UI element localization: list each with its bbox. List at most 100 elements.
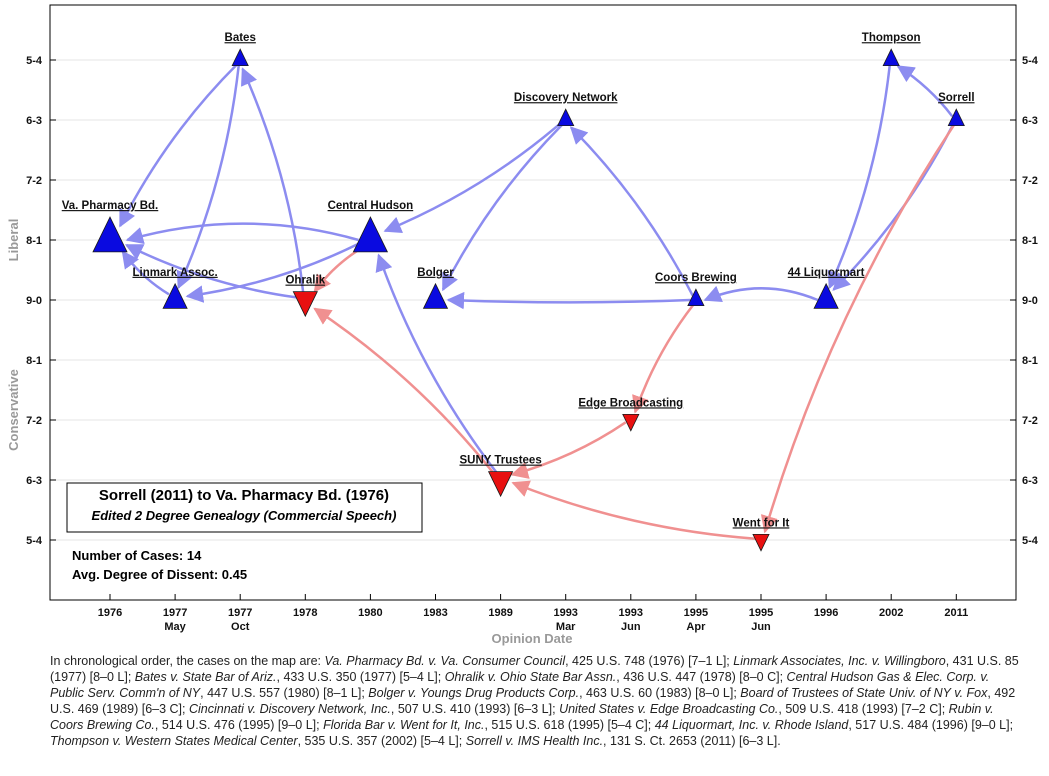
x-tick-label: 1995	[684, 607, 708, 619]
node-label-thompson: Thompson	[862, 32, 921, 44]
node-thompson[interactable]	[882, 48, 900, 66]
case-name: Linmark Associates, Inc. v. Willingboro	[733, 654, 946, 668]
caption-text: , 463 U.S. 60 (1983) [8–0 L];	[579, 686, 741, 700]
node-label-wentfor: Went for It	[733, 517, 790, 529]
case-name: United States v. Edge Broadcasting Co.	[559, 702, 779, 716]
node-label-sorrell: Sorrell	[938, 92, 974, 104]
case-name: Ohralik v. Ohio State Bar Assn.	[444, 670, 617, 684]
y-tick-label: 7-2	[1022, 175, 1038, 187]
y-tick-label: 7-2	[1022, 415, 1038, 427]
node-liquormart[interactable]	[813, 282, 839, 309]
x-tick-label: 1977	[228, 607, 252, 619]
y-tick-label: 7-2	[26, 175, 42, 187]
node-label-bates: Bates	[225, 32, 256, 44]
y-axis-title-liberal: Liberal	[6, 219, 21, 262]
edge-ohralik-to-vapharm	[124, 243, 298, 299]
x-axis-title: Opinion Date	[492, 631, 573, 646]
edge-ohralik-to-bates	[241, 67, 305, 293]
edge-bates-to-linmark	[176, 65, 240, 290]
x-tick-label: 1993	[553, 607, 577, 619]
x-tick-sublabel: May	[164, 621, 186, 633]
caption-text: , 514 U.S. 476 (1995) [9–0 L];	[154, 718, 324, 732]
y-ticks-left: 5-4 6-3 7-2 8-1 9-0 8-1 7-2 6-3 5-4	[26, 55, 56, 547]
caption-text: , 507 U.S. 410 (1993) [6–3 L];	[390, 702, 560, 716]
x-tick-sublabel: Jun	[621, 621, 641, 633]
y-tick-label: 5-4	[1022, 55, 1039, 67]
avg-degree-dissent: Avg. Degree of Dissent: 0.45	[72, 567, 247, 582]
caption-text: , 447 U.S. 557 (1980) [8–1 L];	[200, 686, 369, 700]
node-label-coors: Coors Brewing	[655, 272, 737, 284]
y-tick-label: 6-3	[1022, 115, 1038, 127]
y-tick-label: 6-3	[26, 115, 42, 127]
y-tick-label: 8-1	[1022, 355, 1038, 367]
edges	[119, 63, 955, 540]
edge-coors-to-bolger	[446, 291, 691, 310]
x-tick-label: 1996	[814, 607, 838, 619]
x-tick-sublabel: Apr	[686, 621, 706, 633]
y-tick-label: 5-4	[26, 55, 43, 67]
y-ticks-right: 5-4 6-3 7-2 8-1 9-0 8-1 7-2 6-3 5-4	[1010, 55, 1039, 547]
info-box-title: Sorrell (2011) to Va. Pharmacy Bd. (1976…	[99, 487, 389, 504]
x-tick-sublabel: Oct	[231, 621, 250, 633]
plot-frame	[49, 4, 1017, 601]
info-box: Sorrell (2011) to Va. Pharmacy Bd. (1976…	[66, 482, 423, 533]
edge-discovery-to-bolger	[441, 123, 564, 292]
caption-text: , 433 U.S. 350 (1977) [5–4 L];	[276, 670, 445, 684]
caption-text: In chronological order, the cases on the…	[50, 654, 325, 668]
edge-coors-to-edge	[632, 304, 695, 414]
edge-sorrell-to-liquormart	[832, 123, 955, 291]
node-bates[interactable]	[231, 48, 249, 66]
node-central[interactable]	[352, 216, 389, 253]
node-label-vapharm: Va. Pharmacy Bd.	[62, 200, 159, 212]
x-tick-label: 1983	[423, 607, 447, 619]
edge-discovery-to-central	[383, 121, 562, 234]
node-ohralik[interactable]	[292, 291, 318, 318]
node-linmark[interactable]	[162, 282, 188, 309]
y-tick-label: 8-1	[26, 235, 42, 247]
caption-text: , 436 U.S. 447 (1978) [8–0 C];	[616, 670, 787, 684]
caption-text: , 509 U.S. 418 (1993) [7–2 C];	[778, 702, 949, 716]
node-label-bolger: Bolger	[417, 267, 454, 279]
y-tick-label: 8-1	[26, 355, 42, 367]
y-tick-label: 5-4	[26, 535, 43, 547]
node-bolger[interactable]	[422, 282, 449, 309]
y-tick-label: 9-0	[26, 295, 42, 307]
edge-wentfor-to-suny	[511, 480, 756, 540]
node-coors[interactable]	[687, 288, 705, 307]
edge-edge-to-suny	[510, 421, 627, 479]
x-tick-label: 1993	[619, 607, 643, 619]
node-vapharm[interactable]	[92, 216, 128, 253]
node-label-liquormart: 44 Liquormart	[788, 267, 865, 279]
y-tick-label: 6-3	[1022, 475, 1038, 487]
x-tick-label: 1989	[488, 607, 512, 619]
edge-sorrell-to-thompson	[896, 65, 954, 117]
x-tick-label: 1978	[293, 607, 317, 619]
edge-coors-to-discovery	[569, 126, 694, 297]
x-tick-label: 1980	[358, 607, 382, 619]
case-name: Rubin v. Coors Brewing Co.	[50, 702, 994, 732]
case-name: Va. Pharmacy Bd. v. Va. Consumer Council	[324, 654, 566, 668]
node-label-suny: SUNY Trustees	[459, 455, 541, 467]
edge-thompson-to-liquormart	[827, 65, 891, 290]
edge-central-to-linmark	[185, 242, 360, 303]
edge-sorrell-to-wentfor	[760, 124, 955, 534]
x-tick-label: 2002	[879, 607, 903, 619]
genealogy-chart: 5-4 6-3 7-2 8-1 9-0 8-1 7-2 6-3 5-4 5-4 6-3 7-2 8-1…	[6, 4, 1039, 646]
node-suny[interactable]	[487, 471, 514, 498]
node-edge[interactable]	[622, 413, 640, 432]
case-name: Bolger v. Youngs Drug Products Corp.	[368, 686, 580, 700]
node-sorrell[interactable]	[947, 108, 965, 126]
node-wentfor[interactable]	[752, 534, 770, 552]
x-tick-sublabel: Mar	[556, 621, 576, 633]
x-tick-label: 1977	[163, 607, 187, 619]
x-ticks: 1976 1977 May 1977 Oct 1978 1980 1983 1989 1993 Ma…	[98, 594, 968, 633]
caption-text: , 131 S. Ct. 2653 (2011) [6–3 L].	[603, 734, 781, 748]
number-of-cases: Number of Cases: 14	[72, 548, 202, 563]
edge-bates-to-vapharm	[119, 63, 238, 228]
node-discovery[interactable]	[557, 108, 575, 126]
node-label-linmark: Linmark Assoc.	[132, 267, 217, 279]
node-labels: Va. Pharmacy Bd. Linmark Assoc. Bates Ohral…	[62, 32, 975, 529]
y-tick-label: 9-0	[1022, 295, 1038, 307]
case-name: Central Hudson Gas & Elec. Corp. v. Publ…	[50, 670, 990, 700]
node-label-edge: Edge Broadcasting	[578, 397, 683, 409]
